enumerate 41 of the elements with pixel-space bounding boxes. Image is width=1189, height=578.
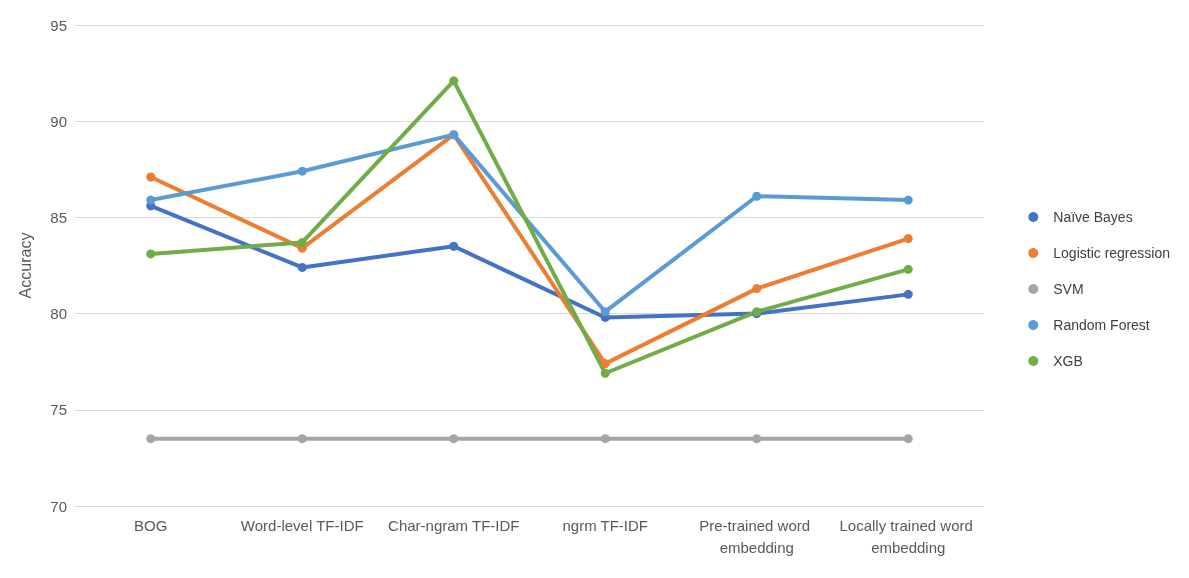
point <box>903 289 913 299</box>
legend-label: Logistic regression <box>1053 245 1171 261</box>
point <box>903 434 913 444</box>
legend-label: Naïve Bayes <box>1053 209 1133 225</box>
point <box>903 234 913 244</box>
y-tick-label: 80 <box>50 305 67 323</box>
y-axis-title: Accuracy <box>16 232 34 299</box>
point <box>297 237 307 247</box>
point <box>600 359 610 369</box>
point <box>752 191 762 201</box>
point <box>297 166 307 176</box>
x-tick-label: Pre-trained word embedding <box>699 516 815 556</box>
point <box>903 264 913 274</box>
point <box>752 434 762 444</box>
point <box>146 434 156 444</box>
x-tick-label: BOG <box>134 516 168 534</box>
point <box>449 76 459 86</box>
point <box>752 284 762 294</box>
point <box>146 249 156 259</box>
legend-label: Random Forest <box>1053 317 1150 333</box>
y-tick-label: 95 <box>50 16 67 34</box>
y-tick-label: 70 <box>50 497 67 515</box>
x-tick-label: Word-level TF-IDF <box>240 516 364 534</box>
point <box>600 434 610 444</box>
x-tick-label: Locally trained word embedding <box>839 516 978 556</box>
point <box>146 195 156 205</box>
y-tick-label: 75 <box>50 401 67 419</box>
point <box>449 434 459 444</box>
point <box>903 195 913 205</box>
point <box>146 172 156 182</box>
point <box>449 241 459 251</box>
point <box>600 307 610 317</box>
y-tick-label: 90 <box>50 112 67 130</box>
y-tick-label: 85 <box>50 208 67 226</box>
x-tick-label: Char-ngram TF-IDF <box>388 516 520 534</box>
point <box>297 434 307 444</box>
point <box>600 368 610 378</box>
legend-label: SVM <box>1053 281 1084 297</box>
x-tick-label: ngrm TF-IDF <box>562 516 649 534</box>
legend-label: XGB <box>1053 353 1083 369</box>
point <box>297 262 307 272</box>
